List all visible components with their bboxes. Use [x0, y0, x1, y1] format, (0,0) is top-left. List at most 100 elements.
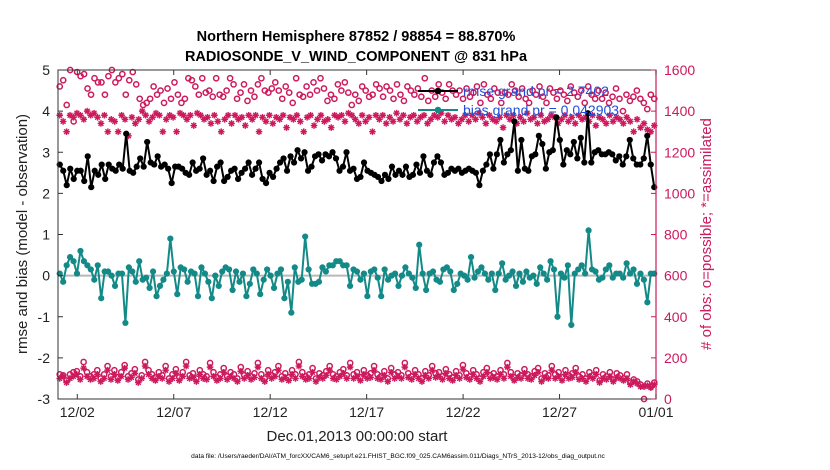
bias-point: [371, 266, 378, 273]
obs-assimilated-marker: [70, 113, 77, 121]
obs-possible-marker: [324, 97, 331, 105]
obs-assimilated-marker: [503, 111, 510, 119]
obs-assimilated-low-marker: [152, 377, 159, 384]
obs-assimilated-low-marker: [213, 377, 221, 384]
obs-assimilated-low-marker: [582, 378, 590, 385]
obs-assimilated-low-marker: [333, 376, 340, 383]
rmse-point: [308, 163, 315, 170]
rmse-point: [301, 149, 308, 156]
obs-assimilated-marker: [324, 116, 332, 123]
obs-possible-marker: [171, 78, 178, 86]
obs-assimilated-marker: [94, 113, 101, 121]
obs-assimilated-marker: [204, 113, 211, 121]
bias-point: [87, 266, 94, 273]
obs-assimilated-low-marker: [589, 375, 597, 382]
obs-possible-marker: [167, 95, 175, 103]
obs-assimilated-marker: [434, 113, 442, 121]
obs-assimilated-marker: [56, 111, 64, 119]
y-right-tick-label: 800: [664, 227, 688, 243]
rmse-point: [332, 155, 340, 162]
obs-assimilated-low-marker: [435, 373, 443, 380]
obs-assimilated-low-marker: [206, 363, 214, 371]
obs-assimilated-low-marker: [268, 375, 275, 382]
obs-assimilated-low-marker: [483, 368, 491, 376]
obs-possible-marker: [264, 89, 272, 96]
obs-assimilated-low-marker: [83, 373, 91, 380]
bias-point: [409, 274, 416, 281]
obs-assimilated-marker: [578, 116, 586, 123]
rmse-point: [539, 140, 546, 148]
obs-possible-marker: [407, 87, 415, 94]
obs-possible-marker: [191, 83, 199, 90]
rmse-point: [420, 153, 427, 160]
rmse-point: [402, 163, 410, 170]
bias-point: [488, 270, 495, 277]
obs-assimilated-marker: [128, 113, 136, 121]
obs-assimilated-low-marker: [377, 376, 385, 383]
rmse-point: [297, 155, 305, 162]
bias-point: [322, 268, 329, 275]
bias-point: [626, 270, 634, 277]
obs-assimilated-marker: [406, 113, 414, 121]
obs-assimilated-marker: [427, 116, 435, 123]
obs-assimilated-marker: [217, 128, 225, 135]
rmse-point: [374, 173, 382, 181]
obs-possible-marker: [209, 93, 217, 101]
obs-assimilated-marker: [640, 120, 648, 127]
rmse-point: [560, 161, 567, 168]
bias-point: [94, 262, 101, 269]
rmse-point: [339, 163, 347, 170]
obs-assimilated-marker: [197, 111, 204, 119]
obs-possible-marker: [278, 95, 286, 103]
rmse-point: [207, 167, 214, 174]
bias-point: [471, 274, 478, 281]
obs-assimilated-low-marker: [599, 375, 607, 382]
obs-possible-marker: [557, 87, 564, 94]
obs-assimilated-low-marker: [162, 366, 169, 374]
obs-assimilated-low-marker: [633, 380, 641, 387]
obs-assimilated-marker: [303, 113, 311, 121]
rmse-point: [647, 161, 654, 168]
obs-assimilated-low-marker: [114, 377, 122, 384]
obs-possible-marker: [477, 99, 484, 107]
bias-point: [578, 262, 585, 269]
obs-assimilated-marker: [609, 118, 617, 125]
obs-assimilated-low-marker: [623, 375, 631, 382]
rmse-point: [472, 169, 480, 176]
rmse-point: [273, 165, 280, 172]
rmse-point: [637, 161, 644, 168]
rmse-point: [581, 159, 588, 166]
rmse-point: [116, 161, 123, 168]
obs-assimilated-low-marker: [227, 373, 234, 380]
rmse-point: [77, 167, 84, 174]
obs-possible-marker: [320, 85, 328, 92]
obs-assimilated-marker: [479, 113, 486, 121]
bias-point: [429, 268, 437, 275]
obs-possible-marker: [612, 85, 620, 92]
obs-assimilated-marker: [66, 111, 74, 119]
obs-assimilated-marker: [269, 120, 277, 127]
rmse-point: [196, 165, 203, 172]
obs-assimilated-marker: [149, 113, 156, 121]
y-left-tick-label: 5: [42, 62, 50, 78]
rmse-point: [623, 153, 630, 160]
obs-possible-marker: [623, 91, 630, 99]
rmse-point: [479, 167, 486, 174]
obs-possible-marker: [275, 87, 283, 94]
obs-assimilated-low-marker: [452, 372, 460, 379]
obs-assimilated-marker: [176, 109, 184, 117]
obs-assimilated-low-marker: [217, 375, 224, 382]
obs-assimilated-low-marker: [551, 375, 559, 382]
obs-assimilated-low-marker: [165, 378, 173, 385]
obs-assimilated-marker: [396, 116, 404, 123]
obs-assimilated-marker: [314, 116, 321, 123]
obs-assimilated-low-marker: [319, 375, 327, 382]
bias-point: [163, 270, 170, 277]
obs-possible-marker: [494, 89, 502, 96]
obs-assimilated-low-marker: [521, 369, 528, 377]
rmse-point: [102, 175, 109, 183]
obs-assimilated-marker: [338, 111, 345, 119]
bias-point: [509, 268, 516, 275]
rmse-point: [511, 118, 518, 125]
bias-point: [143, 274, 150, 281]
